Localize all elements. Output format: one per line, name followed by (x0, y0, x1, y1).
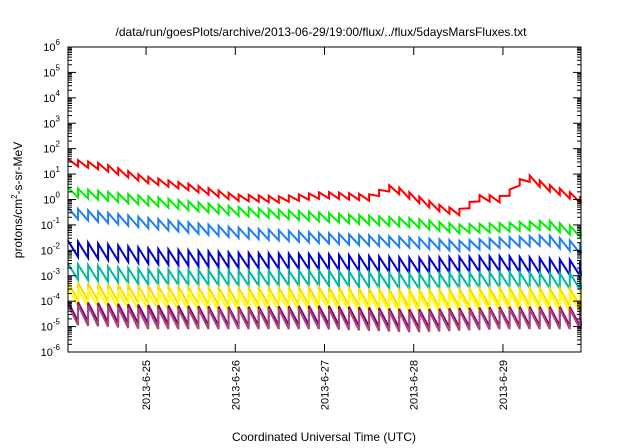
series-line-3 (67, 206, 582, 256)
y-tick-label: 102 (43, 140, 60, 156)
series-line-5 (67, 260, 582, 293)
x-axis-label: Coordinated Universal Time (UTC) (232, 430, 416, 444)
series-line-4 (67, 238, 582, 280)
y-label-part-2: -s-sr-MeV (11, 142, 25, 195)
x-tick-label: 2013-6-29 (498, 360, 510, 410)
series-line-9 (67, 303, 582, 333)
y-tick-label: 103 (43, 114, 60, 130)
plot-frame (67, 46, 582, 353)
y-axis: 10-6 10-5 10-4 10-3 10-2 10-1 100 101 102 103 104 1… (41, 38, 581, 359)
y-tick-label: 10-3 (41, 267, 61, 283)
series-layer (67, 158, 582, 333)
y-label-part-1: protons/cm (11, 199, 25, 258)
y-label-superscript: 2 (10, 194, 19, 199)
y-tick-label: 10-2 (41, 241, 61, 257)
x-tick-label: 2013-6-26 (230, 360, 242, 410)
y-tick-label: 10-6 (41, 343, 61, 359)
y-tick-label: 105 (43, 63, 60, 79)
y-tick-label: 10-5 (41, 318, 61, 334)
series-line-2 (67, 186, 582, 240)
x-tick-label: 2013-6-28 (409, 360, 421, 410)
y-tick-label: 100 (43, 191, 60, 207)
chart-title: /data/run/goesPlots/archive/2013-06-29/1… (116, 25, 528, 39)
series-line-7 (67, 287, 582, 317)
x-tick-label: 2013-6-25 (141, 360, 153, 410)
y-tick-label: 104 (43, 89, 60, 105)
series-line-1 (67, 158, 582, 218)
y-tick-label: 10-4 (41, 292, 61, 308)
x-tick-label: 2013-6-27 (320, 360, 332, 410)
y-tick-label: 101 (43, 165, 60, 181)
y-tick-label: 106 (43, 38, 60, 54)
x-axis: 2013-6-25 2013-6-26 2013-6-27 2013-6-28 2013… (141, 47, 510, 410)
y-axis-label: protons/cm2-s-sr-MeV (10, 142, 25, 258)
y-tick-label: 10-1 (41, 216, 61, 232)
